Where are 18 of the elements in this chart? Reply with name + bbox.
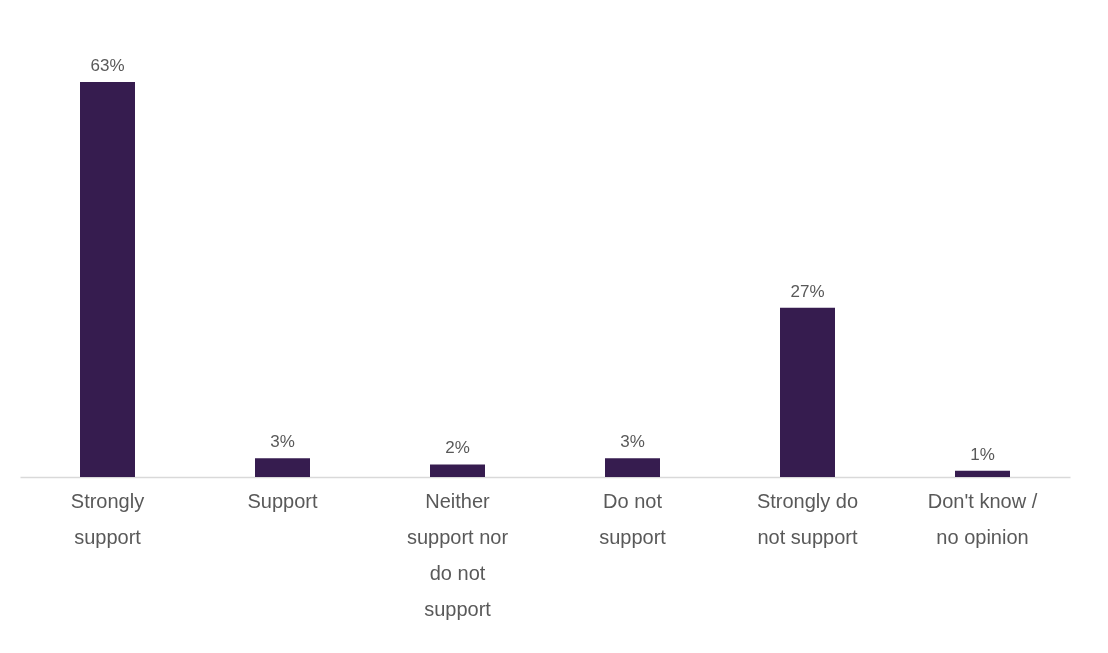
bar bbox=[80, 82, 135, 477]
x-tick-label: Neither support nor do not support bbox=[406, 489, 509, 620]
data-label: 1% bbox=[970, 444, 995, 464]
x-tick-label: Support bbox=[247, 489, 318, 512]
bar bbox=[780, 307, 835, 477]
data-label: 2% bbox=[445, 438, 470, 458]
data-label: 63% bbox=[90, 56, 125, 75]
x-tick-label: Don't know / no opinion bbox=[927, 489, 1038, 548]
data-label: 3% bbox=[270, 432, 295, 452]
data-label: 3% bbox=[620, 432, 645, 452]
bar bbox=[255, 458, 310, 477]
x-tick-label: Strongly support bbox=[70, 489, 145, 548]
x-tick-label: Strongly do not support bbox=[756, 489, 859, 548]
bar bbox=[605, 458, 660, 477]
x-tick-label: Do not support bbox=[599, 489, 667, 548]
data-label: 27% bbox=[790, 281, 825, 301]
bar bbox=[955, 470, 1010, 477]
bar bbox=[430, 464, 485, 477]
